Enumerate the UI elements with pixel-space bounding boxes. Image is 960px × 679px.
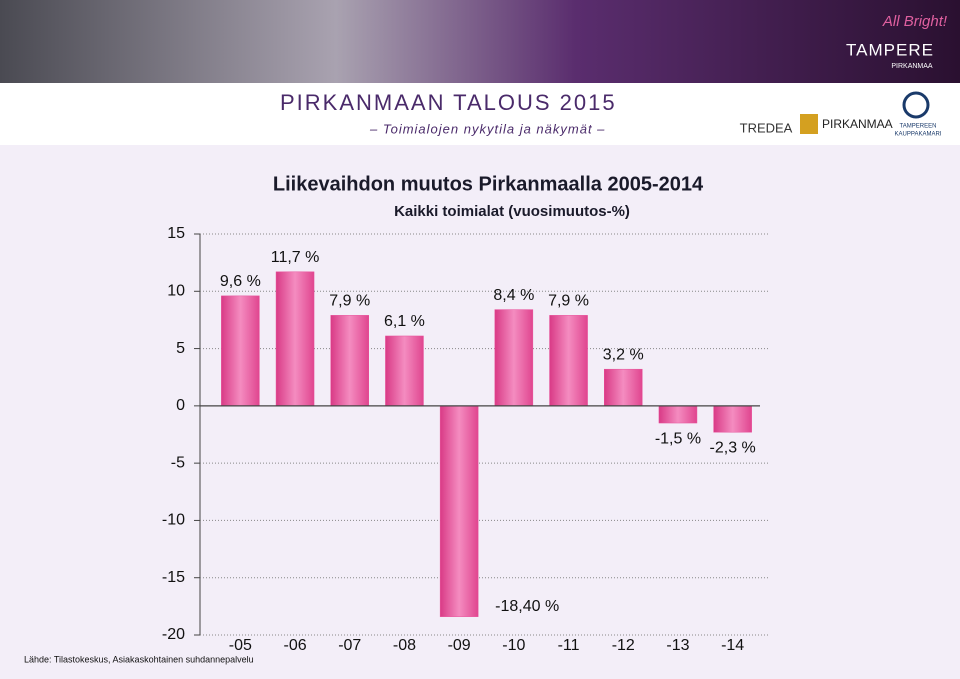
logo-text: All Bright!: [882, 13, 948, 30]
bar: [275, 271, 315, 407]
value-label: -18,40 %: [495, 598, 559, 615]
y-tick-label: 15: [167, 225, 185, 242]
y-tick-label: 10: [167, 283, 185, 300]
value-label: 9,6 %: [220, 273, 261, 290]
value-label: -1,5 %: [655, 430, 701, 447]
header-title: PIRKANMAAN TALOUS 2015: [280, 90, 617, 115]
value-label: 8,4 %: [493, 287, 534, 304]
x-tick-label: -14: [721, 637, 744, 654]
bar: [385, 335, 424, 407]
logo-text: KAUPPAKAMARI: [895, 132, 942, 138]
bar: [494, 309, 534, 407]
bar: [330, 315, 369, 407]
x-tick-label: -11: [558, 637, 580, 654]
logo-text: PIRKANMAA: [891, 63, 933, 70]
source-text: Lähde: Tilastokeskus, Asiakaskohtainen s…: [24, 654, 254, 664]
y-tick-label: 5: [176, 340, 185, 357]
bar: [713, 405, 752, 433]
x-tick-label: -06: [283, 637, 306, 654]
value-label: 11,7 %: [271, 249, 320, 266]
value-label: 7,9 %: [548, 293, 589, 310]
logo-text: PIRKANMAA: [822, 117, 893, 131]
logo-text: TAMPERE: [846, 40, 934, 59]
logo-emblem: [902, 91, 930, 119]
value-label: 3,2 %: [603, 346, 644, 363]
value-label: -2,3 %: [710, 439, 756, 456]
x-tick-label: -08: [393, 637, 416, 654]
header-subtitle: – Toimialojen nykytila ja näkymät –: [369, 121, 605, 136]
logo-shield: [800, 114, 818, 134]
logo-text: TAMPEREEN: [900, 124, 937, 130]
y-tick-label: -15: [162, 569, 185, 586]
value-label: 7,9 %: [329, 293, 370, 310]
x-tick-label: -12: [612, 637, 635, 654]
bar: [221, 295, 260, 407]
y-tick-label: 0: [176, 397, 185, 414]
chart-subtitle: Kaikki toimialat (vuosimuutos-%): [394, 203, 630, 220]
x-tick-label: -10: [502, 637, 525, 654]
x-tick-label: -09: [448, 637, 471, 654]
bar: [439, 405, 479, 617]
y-tick-label: -10: [162, 512, 185, 529]
x-tick-label: -13: [666, 637, 689, 654]
value-label: 6,1 %: [384, 313, 425, 330]
y-tick-label: -20: [162, 626, 185, 643]
logo-text: TREDEA: [740, 120, 793, 135]
bar: [549, 315, 588, 407]
x-tick-label: -05: [229, 637, 252, 654]
chart-title: Liikevaihdon muutos Pirkanmaalla 2005-20…: [273, 173, 704, 195]
x-tick-label: -07: [338, 637, 361, 654]
bar: [658, 405, 698, 424]
y-tick-label: -5: [171, 454, 185, 471]
header-photo: [0, 0, 960, 83]
bar: [604, 368, 643, 407]
